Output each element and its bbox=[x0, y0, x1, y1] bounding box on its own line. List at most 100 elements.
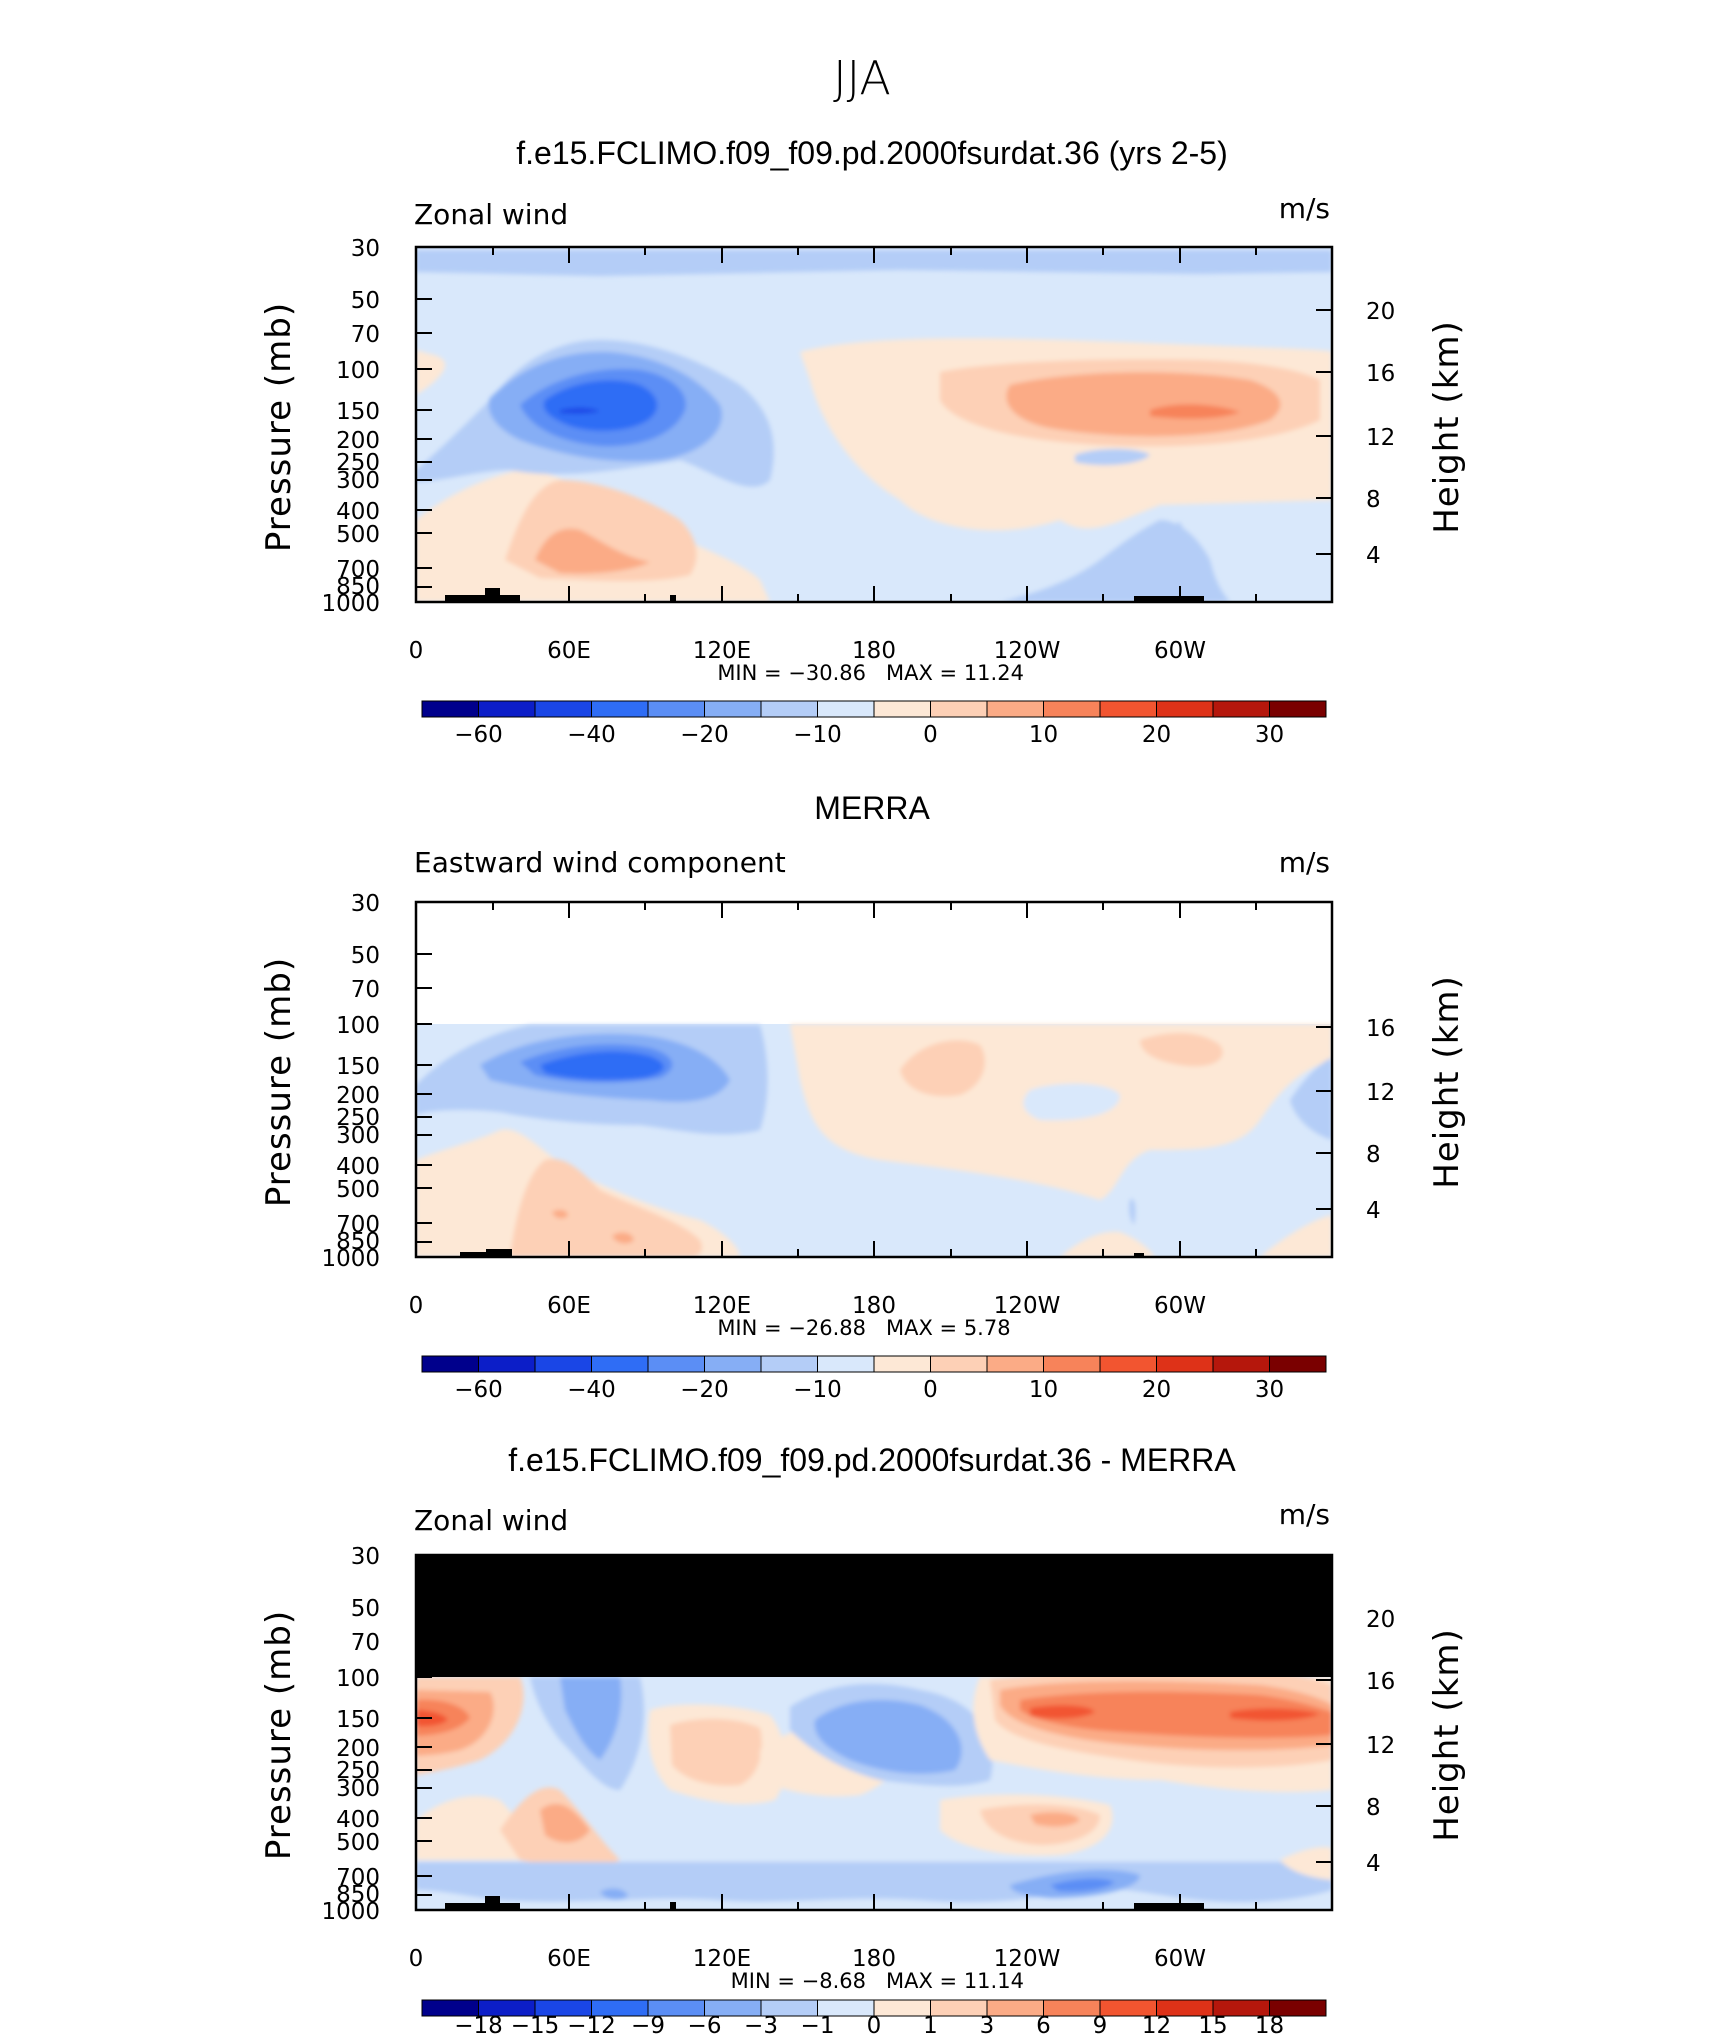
ytick-label: 300 bbox=[336, 468, 380, 494]
colorbar-label: −60 bbox=[454, 1377, 503, 1403]
colorbar-label: 0 bbox=[867, 2013, 882, 2038]
ytick-label: 200 bbox=[336, 1083, 380, 1109]
panel-difference: f.e15.FCLIMO.f09_f09.pd.2000fsurdat.36 -… bbox=[259, 1442, 1467, 2038]
colorbar-label: −18 bbox=[454, 2013, 503, 2038]
colorbar-label: −20 bbox=[680, 1377, 729, 1403]
ytick-label: 850 bbox=[336, 1229, 380, 1255]
colorbar-label: −40 bbox=[567, 1377, 616, 1403]
xtick-label: 120W bbox=[994, 1946, 1061, 1972]
panel-difference-colorbar: −18 −15 −12 −9 −6 −3 −1 0 1 3 6 9 12 15 18 bbox=[421, 1999, 1327, 2038]
ytick-label: 150 bbox=[336, 399, 380, 425]
colorbar-box bbox=[873, 700, 931, 718]
ytick-label: 300 bbox=[336, 1123, 380, 1149]
ytick-right-label: 4 bbox=[1366, 543, 1381, 569]
xtick-label: 60W bbox=[1154, 638, 1206, 664]
panel-merra-axes: 30 50 70 100 150 200 250 300 400 500 700… bbox=[259, 891, 1467, 1340]
ytick-label: 30 bbox=[351, 236, 380, 262]
ytick-label: 250 bbox=[336, 450, 380, 476]
ytick-label: 50 bbox=[351, 943, 380, 969]
colorbar-label: −12 bbox=[567, 2013, 616, 2038]
ytick-label: 100 bbox=[336, 1013, 380, 1039]
ytick-label: 1000 bbox=[321, 1246, 380, 1272]
colorbar-box bbox=[986, 1999, 1044, 2017]
figure-title: JJA bbox=[833, 51, 891, 105]
colorbar-box bbox=[421, 1355, 479, 1373]
colorbar-box bbox=[1043, 1355, 1101, 1373]
ytick-right-label: 12 bbox=[1366, 1733, 1395, 1759]
ytick-label: 500 bbox=[336, 1177, 380, 1203]
colorbar-label: −60 bbox=[454, 722, 503, 748]
ytick-label: 850 bbox=[336, 1882, 380, 1908]
colorbar-label: 10 bbox=[1029, 722, 1058, 748]
colorbar-label: 6 bbox=[1036, 2013, 1051, 2038]
ytick-right-label: 8 bbox=[1366, 487, 1381, 513]
ytick-label: 500 bbox=[336, 522, 380, 548]
ytick-label: 150 bbox=[336, 1054, 380, 1080]
colorbar-label: 20 bbox=[1142, 722, 1171, 748]
xtick-label: 120W bbox=[994, 1293, 1061, 1319]
xtick-label: 180 bbox=[852, 1946, 896, 1972]
panel-difference-units: m/s bbox=[1279, 1498, 1330, 1531]
xtick-label: 180 bbox=[852, 638, 896, 664]
ytick-right-label: 16 bbox=[1366, 1016, 1395, 1042]
panel-difference-axes: 30 50 70 100 150 200 250 300 400 500 700… bbox=[259, 1544, 1467, 1993]
colorbar-label: 1 bbox=[923, 2013, 938, 2038]
colorbar-box bbox=[1212, 700, 1270, 718]
colorbar-label: 15 bbox=[1198, 2013, 1227, 2038]
xtick-label: 60E bbox=[547, 1946, 591, 1972]
colorbar-box bbox=[930, 1999, 988, 2017]
y-axis-right-label: Height (km) bbox=[1427, 1628, 1467, 1842]
colorbar-label: −9 bbox=[631, 2013, 665, 2038]
colorbar-label: −6 bbox=[688, 2013, 722, 2038]
min-label: MIN = −30.86 bbox=[717, 661, 866, 685]
ytick-label: 100 bbox=[336, 358, 380, 384]
colorbar-label: 0 bbox=[923, 722, 938, 748]
colorbar-box bbox=[1043, 700, 1101, 718]
panel-merra: MERRA Eastward wind component m/s bbox=[259, 790, 1467, 1403]
ytick-right-label: 20 bbox=[1366, 299, 1395, 325]
ytick-label: 300 bbox=[336, 1776, 380, 1802]
ytick-label: 250 bbox=[336, 1758, 380, 1784]
panel-model-field bbox=[416, 247, 1332, 602]
xtick-label: 60E bbox=[547, 1293, 591, 1319]
y-axis-right-label: Height (km) bbox=[1427, 320, 1467, 534]
colorbar-box bbox=[647, 700, 705, 718]
colorbar-label: −1 bbox=[801, 2013, 835, 2038]
ytick-right-label: 12 bbox=[1366, 425, 1395, 451]
colorbar-label: 30 bbox=[1255, 1377, 1284, 1403]
max-label: MAX = 11.14 bbox=[886, 1969, 1024, 1993]
colorbar-label: 10 bbox=[1029, 1377, 1058, 1403]
panel-difference-title: f.e15.FCLIMO.f09_f09.pd.2000fsurdat.36 -… bbox=[508, 1442, 1236, 1478]
ytick-label: 1000 bbox=[321, 1899, 380, 1925]
colorbar-box bbox=[1269, 1999, 1327, 2017]
panel-difference-variable: Zonal wind bbox=[414, 1504, 568, 1537]
ytick-label: 700 bbox=[336, 1212, 380, 1238]
colorbar-box bbox=[1269, 1355, 1327, 1373]
ytick-label: 50 bbox=[351, 288, 380, 314]
colorbar-box bbox=[704, 700, 762, 718]
colorbar-box bbox=[930, 700, 988, 718]
colorbar-box bbox=[873, 1355, 931, 1373]
panel-merra-colorbar: −60 −40 −20 −10 0 10 20 30 bbox=[421, 1355, 1327, 1403]
colorbar-label: 9 bbox=[1093, 2013, 1108, 2038]
panel-model-colorbar: −60 −40 −20 −10 0 10 20 30 bbox=[421, 700, 1327, 748]
colorbar-box bbox=[478, 1355, 536, 1373]
xtick-label: 0 bbox=[409, 638, 424, 664]
ytick-label: 700 bbox=[336, 1865, 380, 1891]
ytick-label: 100 bbox=[336, 1666, 380, 1692]
ytick-label: 400 bbox=[336, 1807, 380, 1833]
colorbar-box bbox=[534, 1355, 592, 1373]
max-label: MAX = 11.24 bbox=[886, 661, 1024, 685]
xtick-label: 180 bbox=[852, 1293, 896, 1319]
colorbar-box bbox=[1156, 1355, 1214, 1373]
xtick-label: 0 bbox=[409, 1293, 424, 1319]
colorbar-label: 20 bbox=[1142, 1377, 1171, 1403]
ytick-label: 200 bbox=[336, 428, 380, 454]
panel-model-title: f.e15.FCLIMO.f09_f09.pd.2000fsurdat.36 (… bbox=[516, 135, 1227, 171]
colorbar-box bbox=[760, 1355, 818, 1373]
ytick-label: 400 bbox=[336, 499, 380, 525]
panel-model: f.e15.FCLIMO.f09_f09.pd.2000fsurdat.36 (… bbox=[259, 135, 1467, 748]
ytick-right-label: 4 bbox=[1366, 1851, 1381, 1877]
colorbar-label: −10 bbox=[793, 1377, 842, 1403]
colorbar-box bbox=[421, 700, 479, 718]
